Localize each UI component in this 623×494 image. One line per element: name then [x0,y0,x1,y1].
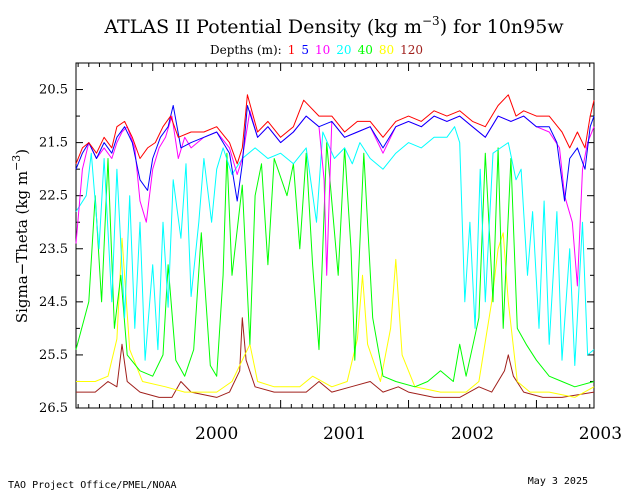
axis-ticks [76,62,594,409]
y-axis-label-suffix: ) [13,149,31,155]
legend-entry: 20 [336,43,351,57]
y-tick-label: 26.5 [39,401,68,416]
chart-title-suffix: ) for 10n95w [440,16,565,38]
legend: Depths (m): 1 5 10 20 40 80 120 [210,43,423,57]
x-year-label: 2001 [323,424,366,444]
series-line-40m [75,142,595,388]
chart-title-exponent: −3 [422,14,440,28]
legend-entry: 1 [288,43,296,57]
legend-entry: 40 [358,43,373,57]
y-tick-label: 21.5 [39,136,68,151]
y-tick-label: 25.5 [39,348,68,363]
y-tick-label: 24.5 [39,295,68,310]
series-line-120m [76,317,595,398]
y-tick-label: 23.5 [39,242,68,257]
footer-credit: TAO Project Office/PMEL/NOAA [8,480,177,491]
legend-entry: 120 [400,43,423,57]
series-line-80m [76,232,595,398]
series-line-10m [75,110,595,287]
x-year-label: 2002 [451,424,494,444]
series-line-1m [75,94,595,165]
x-year-label: 2000 [195,424,238,444]
footer-date: May 3 2025 [528,476,588,487]
y-tick-label: 22.5 [39,189,68,204]
y-axis-label-main: Sigma−Theta (kg m [13,171,31,323]
series-line-20m [75,126,595,366]
legend-entry: 10 [315,43,330,57]
chart-title: ATLAS II Potential Density (kg m−3) for … [103,14,564,38]
legend-label: Depths (m): [210,43,282,57]
series-lines [75,94,595,398]
legend-entry: 80 [379,43,394,57]
plot-frame [75,62,595,409]
x-year-label: 2003 [579,424,622,444]
y-tick-labels: 20.5 21.5 22.5 23.5 24.5 25.5 26.5 [39,83,68,416]
series-line-5m [75,105,595,202]
y-axis-label-exponent: −3 [10,155,23,171]
chart-title-main: ATLAS II Potential Density (kg m [103,16,422,38]
y-tick-label: 20.5 [39,83,68,98]
x-year-labels: 2000 2001 2002 2003 [195,424,622,444]
y-axis-label: Sigma−Theta (kg m−3) [10,149,31,323]
legend-entry: 5 [301,43,309,57]
